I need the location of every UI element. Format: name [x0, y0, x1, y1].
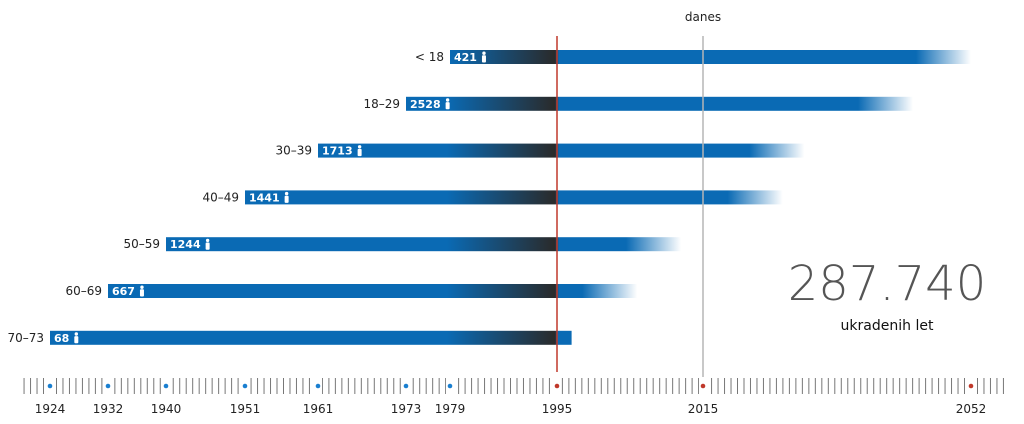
- year-dot: [447, 383, 453, 389]
- person-icon: [205, 238, 210, 250]
- today-label: danes: [685, 10, 721, 24]
- year-dot: [315, 383, 321, 389]
- axis-year-label: 1961: [303, 402, 334, 416]
- count-label: 68: [54, 332, 69, 345]
- bar: [245, 190, 783, 205]
- axis-year-label: 2052: [956, 402, 987, 416]
- age-group-label: 18–29: [363, 97, 400, 111]
- bar-row: 60–69 667: [65, 284, 638, 298]
- total-caption: ukradenih let: [841, 318, 934, 334]
- age-group-label: 30–39: [275, 144, 312, 158]
- age-group-label: 60–69: [65, 284, 102, 298]
- year-dot: [968, 383, 974, 389]
- bar: [406, 96, 914, 111]
- axis-year-label: 1979: [435, 402, 466, 416]
- total-value: 287.740: [788, 256, 987, 312]
- bar: [318, 143, 805, 158]
- person-icon: [445, 98, 450, 110]
- person-icon: [481, 51, 486, 63]
- bar-row: 70–73 68: [7, 330, 572, 345]
- count-label: 1441: [249, 191, 280, 204]
- axis-year-label: 1940: [151, 402, 182, 416]
- year-dot: [47, 383, 53, 389]
- age-group-label: 40–49: [202, 190, 239, 204]
- count-label: 1244: [170, 238, 201, 251]
- year-dot: [163, 383, 169, 389]
- age-group-label: 70–73: [7, 331, 44, 345]
- timeline-axis: 1924 1932 1940 1951 1961 1973 1979 1995 2015 2052: [23, 377, 1004, 416]
- axis-year-label: 1995: [542, 402, 573, 416]
- bar-row: < 18 421: [415, 50, 971, 64]
- axis-year-label: 1932: [93, 402, 124, 416]
- bars-group: < 18 421 18–29 2528 30–39 1713 40–49 1441 50–59 1…: [7, 50, 971, 345]
- bar-row: 30–39 1713: [275, 143, 805, 158]
- person-icon: [139, 285, 144, 297]
- bar: [108, 284, 638, 298]
- year-dot: [700, 383, 706, 389]
- axis-year-label: 1951: [230, 402, 261, 416]
- bar: [50, 330, 572, 345]
- bar-row: 50–59 1244: [123, 237, 682, 252]
- bar-row: 18–29 2528: [363, 96, 914, 111]
- count-label: 667: [112, 285, 135, 298]
- count-label: 2528: [410, 98, 441, 111]
- age-group-label: 50–59: [123, 237, 160, 251]
- age-group-label: < 18: [415, 50, 444, 64]
- year-dot: [105, 383, 111, 389]
- axis-year-label: 2015: [688, 402, 719, 416]
- year-dot: [554, 383, 560, 389]
- bar: [166, 237, 682, 252]
- axis-year-label: 1973: [391, 402, 422, 416]
- count-label: 1713: [322, 145, 353, 158]
- person-icon: [74, 332, 79, 344]
- person-icon: [357, 145, 362, 157]
- count-label: 421: [454, 51, 477, 64]
- year-dot: [242, 383, 248, 389]
- person-icon: [284, 191, 289, 203]
- axis-year-label: 1924: [35, 402, 66, 416]
- year-dot: [403, 383, 409, 389]
- bar-row: 40–49 1441: [202, 190, 783, 205]
- bar: [450, 50, 971, 64]
